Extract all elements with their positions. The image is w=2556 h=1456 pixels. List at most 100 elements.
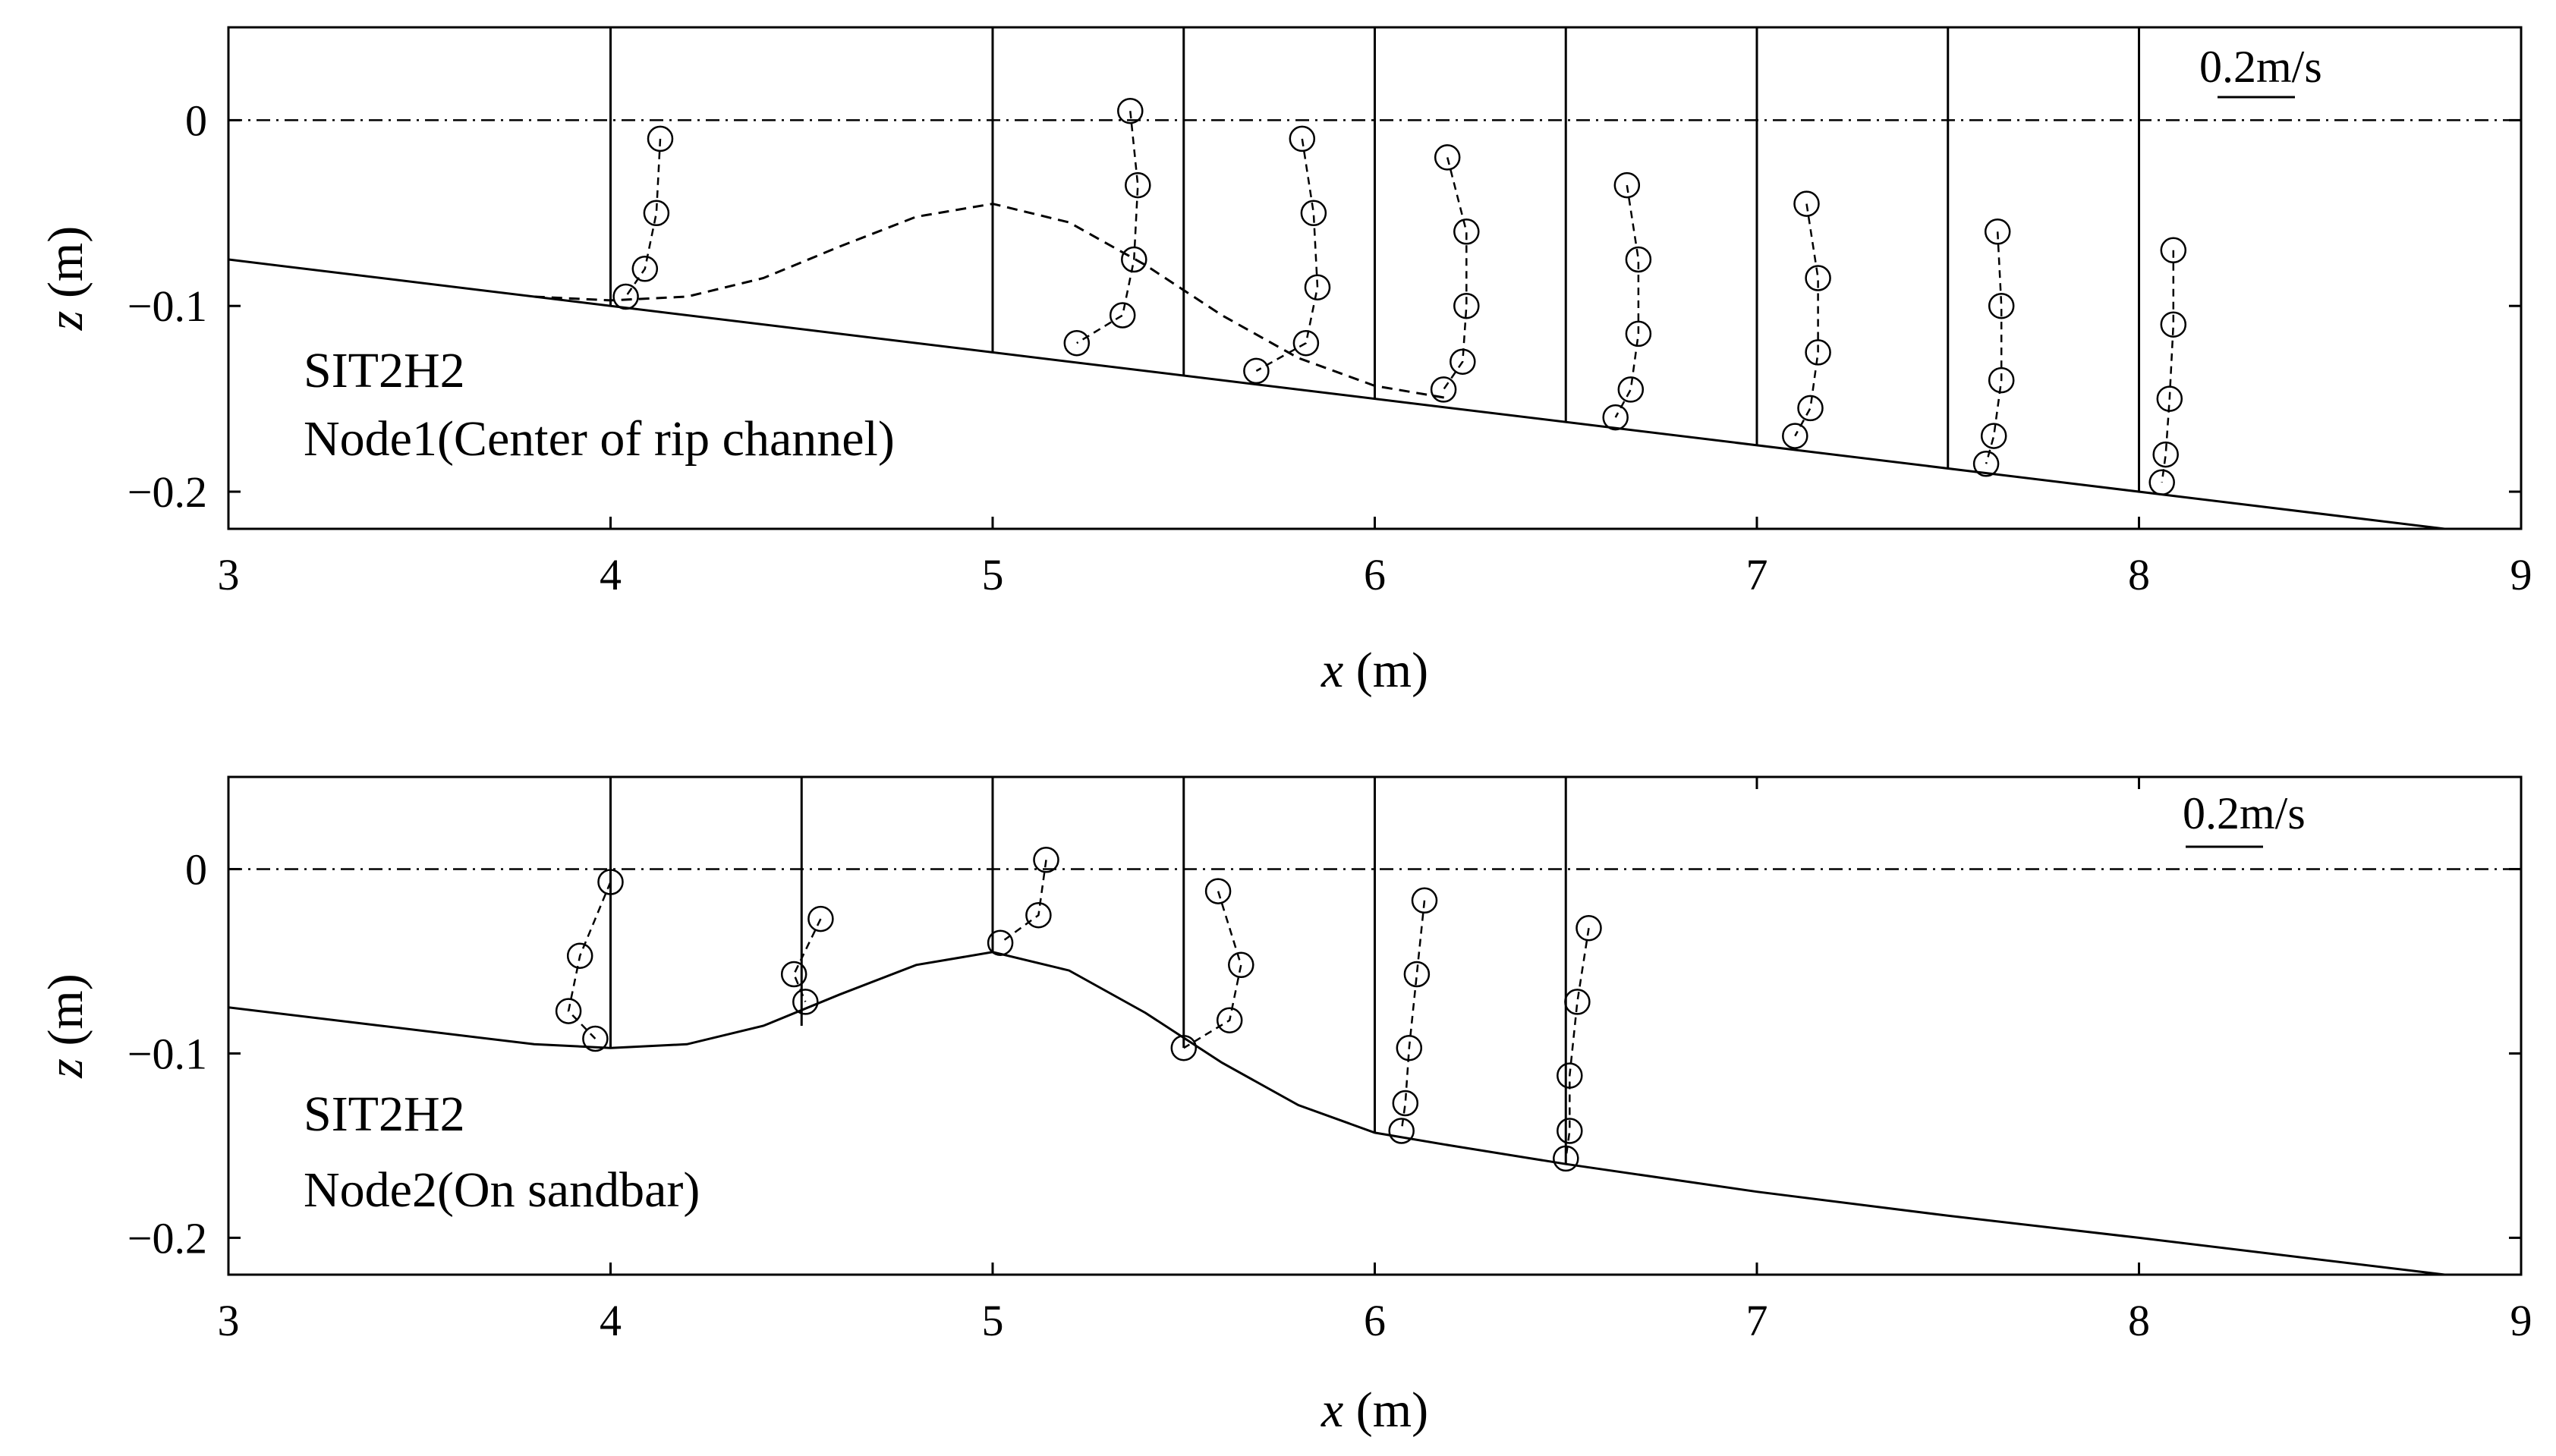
velocity-point xyxy=(1063,329,1091,357)
velocity-point xyxy=(1025,901,1052,929)
x-axis-label: x (m) xyxy=(1320,643,1428,698)
velocity-point xyxy=(1109,302,1136,329)
bed-profile-line xyxy=(228,258,2445,529)
panel-node2: 3 4 5 6 7 8 9 0 −0.1 −0.2 x (m) z (m) SIT2H2 Node2(On… xyxy=(38,775,2532,1438)
x-tick-label: 7 xyxy=(1746,550,1768,599)
velocity-profile-line xyxy=(1400,900,1426,1131)
x-tick-label: 3 xyxy=(218,550,240,599)
velocity-point xyxy=(631,256,659,282)
velocity-point xyxy=(780,961,807,988)
velocity-point xyxy=(1988,366,2015,394)
velocity-point xyxy=(1411,887,1438,914)
velocity-point xyxy=(1984,219,2011,245)
velocity-point xyxy=(1564,989,1591,1015)
velocity-point xyxy=(1602,404,1629,431)
y-tick-label: −0.1 xyxy=(127,281,207,331)
velocity-profile-line xyxy=(567,882,612,1039)
velocity-profile-5 xyxy=(1755,27,1831,449)
y-axis-label: z (m) xyxy=(38,226,93,331)
velocity-point xyxy=(643,200,670,227)
velocity-point xyxy=(1392,1090,1419,1117)
y-tick-label: −0.2 xyxy=(127,467,207,517)
velocity-point xyxy=(1396,1034,1423,1061)
velocity-profile-3 xyxy=(1374,27,1480,403)
x-tick-label: 4 xyxy=(600,1296,622,1345)
velocity-profile-line xyxy=(625,138,662,297)
x-tick-label: 7 xyxy=(1746,1296,1768,1345)
velocity-profile-0 xyxy=(609,27,674,310)
velocity-point xyxy=(792,989,819,1015)
velocity-profile-1 xyxy=(780,777,834,1026)
velocity-point xyxy=(1300,200,1327,227)
velocity-point xyxy=(1980,423,2007,449)
y-tick-label: −0.2 xyxy=(127,1213,207,1263)
velocity-profile-0 xyxy=(555,777,624,1052)
velocity-point xyxy=(2160,311,2187,338)
velocity-point xyxy=(2156,385,2183,412)
velocity-point xyxy=(1797,395,1824,422)
x-tick-label: 3 xyxy=(218,1296,240,1345)
velocity-profile-line xyxy=(2161,250,2175,483)
velocity-point xyxy=(597,869,624,895)
velocity-point xyxy=(1121,246,1147,273)
y-tick-label: −0.1 xyxy=(127,1029,207,1078)
velocity-point xyxy=(1117,97,1144,124)
velocity-point xyxy=(1553,1145,1579,1172)
velocity-point xyxy=(1557,1062,1583,1089)
velocity-point xyxy=(1204,878,1232,904)
y-tick-label: 0 xyxy=(185,96,207,145)
node-label: Node1(Center of rip channel) xyxy=(304,411,895,467)
velocity-profile-line xyxy=(1255,138,1319,372)
velocity-point xyxy=(1434,144,1461,171)
velocity-point xyxy=(612,283,639,310)
x-tick-label: 5 xyxy=(982,1296,1004,1345)
velocity-point xyxy=(1782,423,1808,449)
velocity-point xyxy=(1292,329,1320,357)
velocity-point xyxy=(1453,219,1480,245)
velocity-point xyxy=(1453,292,1480,319)
velocity-point xyxy=(1216,1007,1243,1033)
velocity-profile-line xyxy=(1794,203,1819,437)
x-axis-label: x (m) xyxy=(1320,1382,1428,1438)
velocity-point xyxy=(1972,451,2000,477)
velocity-point xyxy=(1033,847,1059,873)
x-tick-label: 6 xyxy=(1364,1296,1386,1345)
velocity-profile-3 xyxy=(1170,777,1254,1061)
y-axis-label: z (m) xyxy=(38,973,93,1078)
panel-node1: 3 4 5 6 7 8 9 0 −0.1 −0.2 x (m) z (m) SIT2H2 Node1(Ce… xyxy=(38,26,2532,698)
velocity-point xyxy=(1575,914,1602,942)
scale-bar-label: 0.2m/s xyxy=(2199,42,2322,92)
velocity-point xyxy=(1170,1034,1198,1061)
velocity-point xyxy=(647,125,674,153)
velocity-profile-6 xyxy=(1947,27,2015,477)
node-label: Node2(On sandbar) xyxy=(304,1162,700,1218)
x-tick-label: 6 xyxy=(1364,550,1386,599)
velocity-profile-line xyxy=(1985,231,2003,464)
velocity-point xyxy=(1125,171,1151,199)
velocity-point xyxy=(1805,339,1831,366)
velocity-point xyxy=(566,942,593,969)
velocity-point xyxy=(1289,125,1316,153)
velocity-profile-line xyxy=(1565,928,1590,1159)
velocity-point xyxy=(1625,246,1652,273)
x-tick-label: 4 xyxy=(600,550,622,599)
velocity-point xyxy=(1617,376,1645,403)
case-label: SIT2H2 xyxy=(304,343,465,398)
velocity-point xyxy=(1450,348,1476,375)
velocity-point xyxy=(1388,1118,1415,1144)
velocity-profile-line xyxy=(999,860,1047,944)
velocity-point xyxy=(1304,274,1331,300)
velocity-profile-line xyxy=(1614,184,1640,418)
x-tick-label: 8 xyxy=(2128,550,2150,599)
velocity-point xyxy=(582,1025,609,1052)
velocity-point xyxy=(1793,190,1820,217)
velocity-profile-4 xyxy=(1564,27,1652,431)
x-tick-label: 9 xyxy=(2510,550,2532,599)
velocity-point xyxy=(1988,292,2015,319)
velocity-point xyxy=(1228,951,1254,979)
velocity-point xyxy=(2160,237,2187,264)
velocity-profile-2 xyxy=(1182,27,1331,385)
velocity-point xyxy=(1243,357,1270,385)
velocity-point xyxy=(1403,961,1431,988)
